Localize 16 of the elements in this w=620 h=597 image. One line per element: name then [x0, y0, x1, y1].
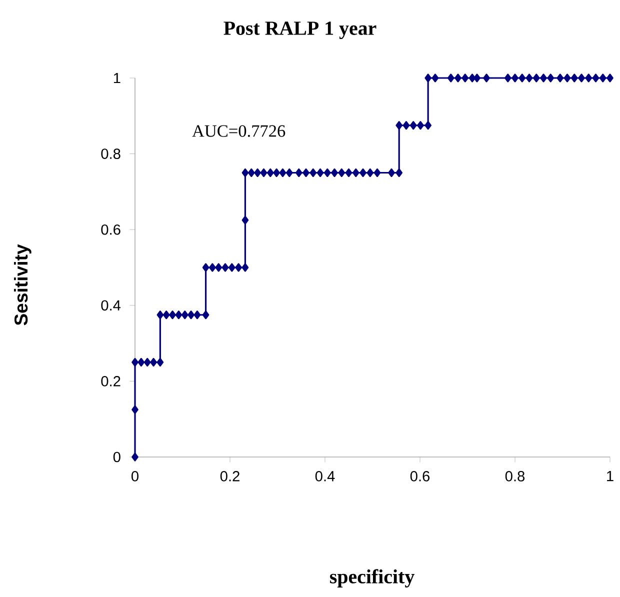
x-tick-label: 0 [132, 471, 138, 482]
chart-title: Post RALP 1 year [224, 22, 376, 40]
y-tick-label: 1 [114, 72, 120, 84]
y-tick-label: 0.6 [101, 224, 120, 235]
y-tick-label: 0 [113, 452, 120, 462]
y-tick-label: 0.2 [101, 376, 120, 386]
x-tick-label: 0.2 [220, 471, 240, 482]
y-tick-label: 0.4 [101, 300, 121, 311]
y-tick-label: 0.8 [101, 148, 120, 159]
x-tick-label: 0.6 [410, 471, 430, 482]
x-tick-label: 1 [607, 471, 614, 482]
annotation: AUC=0.7726 [192, 125, 286, 137]
x-axis-title: specificity [330, 569, 414, 588]
x-tick-label: 0.8 [505, 471, 525, 482]
x-tick-label: 0.4 [315, 471, 335, 482]
y-axis-title: Sesitivity [14, 244, 32, 326]
